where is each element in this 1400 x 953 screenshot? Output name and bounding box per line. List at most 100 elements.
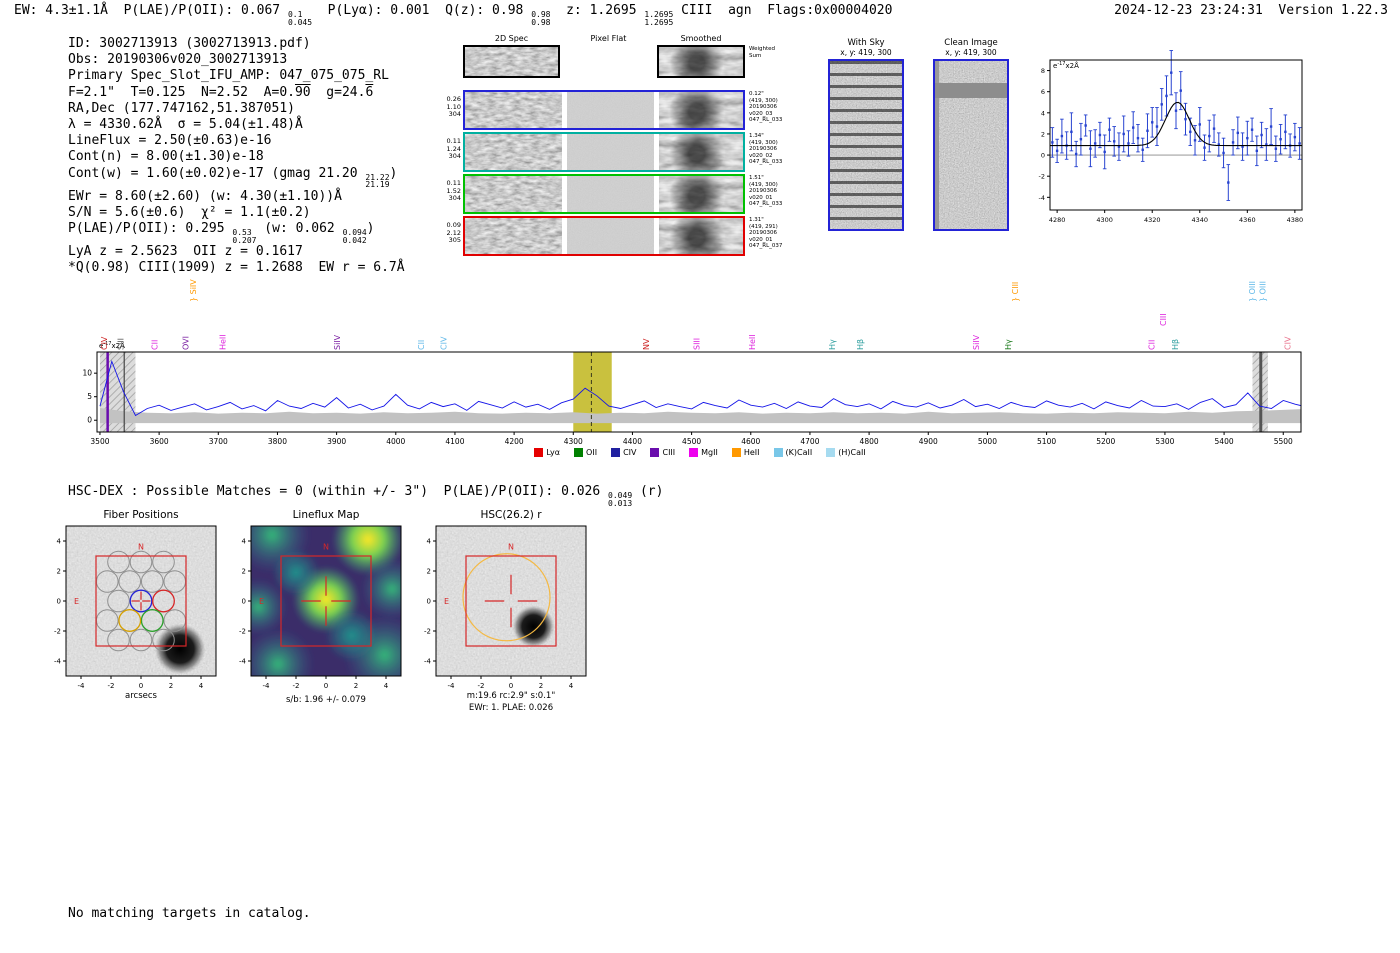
compass-north-label: N <box>323 542 329 551</box>
x-tick-label: 5000 <box>978 437 997 446</box>
legend-item: (H)CaII <box>826 448 866 457</box>
emission-line-label: Hβ <box>856 339 865 350</box>
x-tick-label: 2 <box>354 682 358 690</box>
map-background <box>436 526 586 676</box>
cutout-left-label: 0.26 1.10 304 <box>446 95 461 118</box>
fiber-positions-map: N E -4 -4 -2 -2 0 0 2 2 4 4 <box>54 525 217 690</box>
cutout-noise <box>465 218 562 254</box>
y-tick-label: 0 <box>427 598 431 606</box>
x-tick-label: 4500 <box>682 437 701 446</box>
emission-line-label: } OIII <box>1259 281 1268 302</box>
y-tick-label: -4 <box>54 658 62 666</box>
fiber-map-title: Fiber Positions <box>103 509 179 521</box>
legend-label: CIV <box>623 448 637 457</box>
emission-line-label: SiIV <box>972 334 981 350</box>
fiber-circle <box>118 570 142 593</box>
emission-line-label: } OIII <box>1248 281 1257 302</box>
flux-blob <box>251 628 314 676</box>
x-tick-label: 5200 <box>1096 437 1115 446</box>
x-tick-label: 4280 <box>1049 216 1066 224</box>
legend-label: CIII <box>662 448 676 457</box>
cutout-image <box>463 45 560 78</box>
y-tick-label: 0 <box>1041 152 1045 160</box>
cutout-blob-overlay <box>659 218 743 254</box>
data-point <box>1189 130 1192 134</box>
x-tick-label: 4340 <box>1192 216 1209 224</box>
legend-label: (K)CaII <box>785 448 813 457</box>
data-point <box>1132 126 1135 129</box>
cutout-image <box>657 45 745 78</box>
data-point <box>1231 141 1235 144</box>
cutout-right-label: 1.34" (419, 300) 20190306 v020_02 047_RL_033 <box>749 133 783 166</box>
stacked-value: 0.094 0.042 <box>342 228 367 245</box>
data-point <box>1184 117 1187 121</box>
x-tick-label: -2 <box>478 682 485 690</box>
data-point <box>1260 133 1263 137</box>
emission-line-label: SiIV <box>333 334 342 350</box>
fiber-circle-highlight <box>118 609 142 632</box>
y-tick-label: 2 <box>57 568 61 576</box>
cutout-image <box>465 92 562 128</box>
cutout-blob-overlay <box>659 134 743 170</box>
y-tick-label: 10 <box>82 369 92 378</box>
data-point <box>1074 152 1078 156</box>
cutout-noise <box>567 218 654 254</box>
data-point <box>1155 125 1159 128</box>
emission-line-label: HeII <box>218 334 227 350</box>
emission-line-label: CIV <box>1283 336 1292 350</box>
cutout-image <box>659 218 743 254</box>
cutout-image <box>567 176 654 212</box>
flux-blob <box>251 578 288 636</box>
data-point <box>1117 145 1121 148</box>
hsc-caption-1: m:19.6 rc:2.9" s:0.1" <box>466 691 556 701</box>
withsky-subtitle: x, y: 419, 300 <box>840 48 892 57</box>
x-tick-label: -4 <box>448 682 456 690</box>
flux-blob <box>325 609 378 662</box>
hsc-image-map: N E -4 -4 -2 -2 0 0 2 2 4 4 <box>424 525 587 690</box>
x-tick-label: 4380 <box>1287 216 1304 224</box>
extraction-box <box>465 555 557 647</box>
emission-line-label: SIII <box>692 338 701 350</box>
galaxy-blob <box>154 623 206 675</box>
info-line: Cont(n) = 8.00(±1.30)e-18 <box>68 149 264 165</box>
info-line: ID: 3002713913 (3002713913.pdf) <box>68 36 311 51</box>
data-point <box>1151 121 1154 124</box>
fiber-circle-highlight <box>129 589 153 613</box>
stacked-value: 0.049 0.013 <box>608 491 633 508</box>
cutout-noise <box>567 92 654 128</box>
spectrum-line <box>99 359 1301 417</box>
data-point <box>1179 89 1182 92</box>
data-point <box>1198 123 1201 126</box>
extraction-box <box>95 555 187 647</box>
cutout-col-header: 2D Spec <box>494 34 529 43</box>
info-line: LineFlux = 2.50(±0.63)e-16 <box>68 133 272 149</box>
data-point <box>1217 143 1220 146</box>
hsc-caption-2: EWr: 1. PLAE: 0.026 <box>468 703 554 713</box>
x-tick-label: 4800 <box>860 437 879 446</box>
cutout-noise <box>567 134 654 170</box>
x-tick-label: 5500 <box>1274 437 1293 446</box>
cutout-image <box>659 176 743 212</box>
data-point <box>1212 127 1216 130</box>
data-point <box>1093 142 1097 145</box>
data-point <box>1255 149 1259 153</box>
fiber-circle-highlight <box>140 609 164 632</box>
y-tick-label: 4 <box>427 538 432 546</box>
stacked-value: 21.22 21.19 <box>365 172 390 190</box>
fiber-circle <box>129 628 153 652</box>
data-point <box>1208 134 1211 138</box>
fiber-circle <box>107 628 130 652</box>
cutout-col-header: Smoothed <box>680 34 722 43</box>
emission-line-label: Hγ <box>1004 339 1013 350</box>
header-summary: EW: 4.3±1.1Å P(LAE)/P(OII): 0.067 0.1 0.0… <box>14 3 893 27</box>
y-tick-label: 2 <box>1041 130 1045 138</box>
cleanimage-title: Clean Image <box>944 38 998 48</box>
data-point <box>1265 143 1268 146</box>
flux-blob <box>272 548 320 597</box>
y-tick-label: -4 <box>239 658 247 666</box>
compass-east-label: E <box>74 597 79 606</box>
x-tick-label: 4 <box>384 682 389 690</box>
y-tick-label: -4 <box>424 658 432 666</box>
plot-frame <box>96 351 1302 433</box>
